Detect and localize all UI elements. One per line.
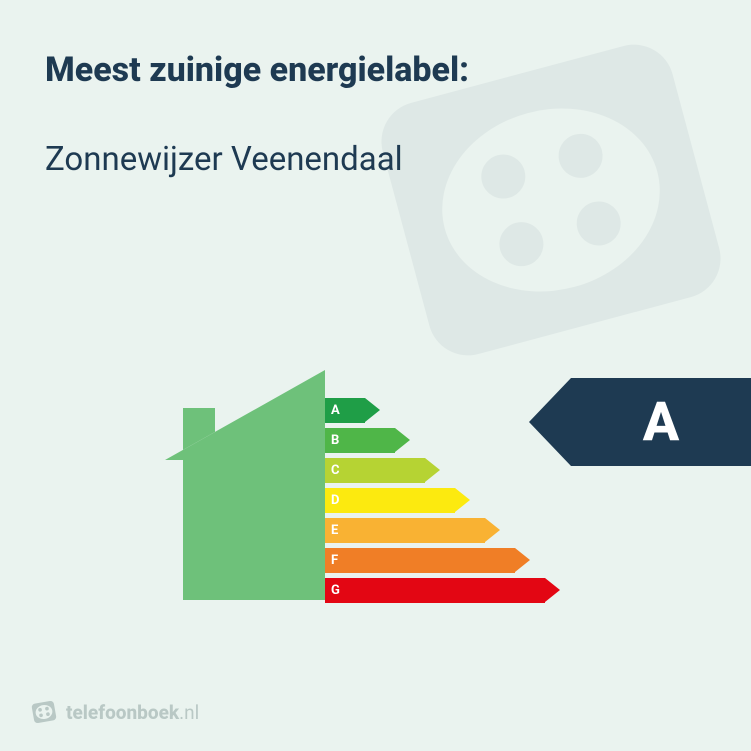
energy-bar-e: E — [325, 518, 560, 543]
house-icon — [165, 370, 325, 600]
energy-bar-g: G — [325, 578, 560, 603]
bar-arrowhead — [395, 428, 410, 452]
footer-brand-tld: .nl — [179, 701, 199, 724]
result-arrow: A — [529, 378, 751, 466]
energy-bar-c: C — [325, 458, 560, 483]
phonebook-icon — [28, 696, 60, 728]
bar-label: C — [331, 458, 340, 483]
energy-bar-a: A — [325, 398, 560, 423]
energy-bar-b: B — [325, 428, 560, 453]
result-rect: A — [571, 378, 751, 466]
bar-body — [325, 578, 545, 603]
bar-body — [325, 458, 425, 483]
bar-arrowhead — [425, 458, 440, 482]
bar-label: E — [331, 518, 338, 543]
location-name: Zonnewijzer Veenendaal — [45, 140, 706, 179]
bar-arrowhead — [485, 518, 500, 542]
bar-label: A — [331, 398, 340, 423]
energy-bar-f: F — [325, 548, 560, 573]
page-title: Meest zuinige energielabel: — [45, 50, 706, 90]
footer-brand: telefoonboek.nl — [30, 698, 199, 726]
energy-bars-container: ABCDEFG — [325, 398, 560, 608]
footer-brand-name: telefoonboek — [66, 701, 179, 724]
bar-arrowhead — [455, 488, 470, 512]
bar-body — [325, 488, 455, 513]
bar-arrowhead — [545, 578, 560, 602]
energy-bar-d: D — [325, 488, 560, 513]
energy-label-card: Meest zuinige energielabel: Zonnewijzer … — [0, 0, 751, 751]
result-letter: A — [643, 391, 680, 454]
bar-label: D — [331, 488, 339, 513]
bar-label: F — [331, 548, 338, 573]
bar-arrowhead — [365, 398, 380, 422]
bar-label: B — [331, 428, 339, 453]
bar-body — [325, 518, 485, 543]
bar-label: G — [331, 578, 340, 603]
bar-body — [325, 548, 515, 573]
footer-text: telefoonboek.nl — [66, 701, 199, 724]
bar-arrowhead — [515, 548, 530, 572]
result-arrow-tip — [529, 378, 571, 466]
energy-label-graphic: ABCDEFG — [165, 370, 585, 630]
